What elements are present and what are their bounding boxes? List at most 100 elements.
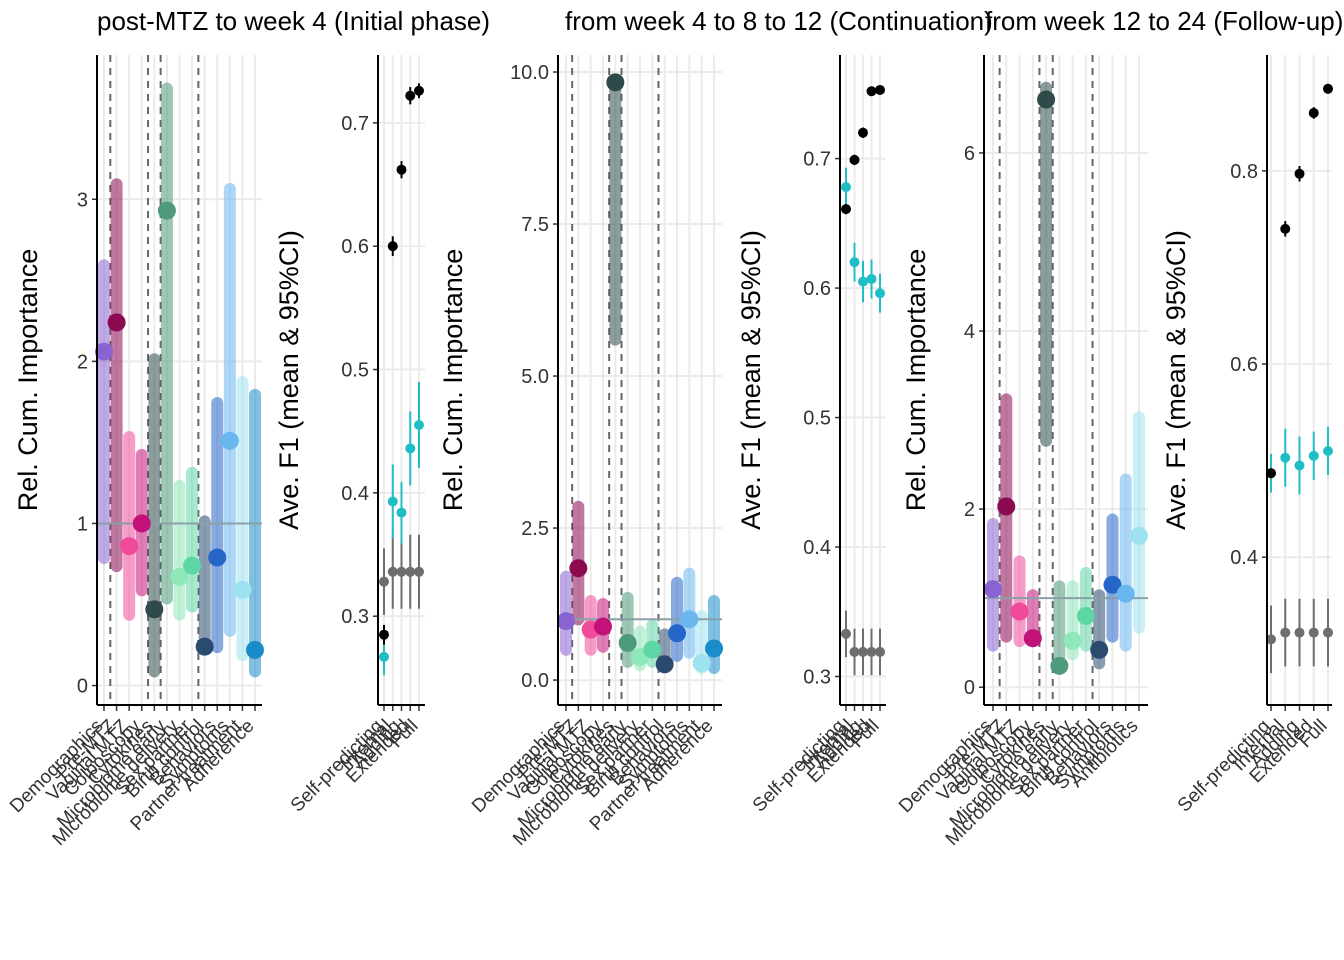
point	[208, 548, 227, 567]
point	[157, 201, 176, 220]
point	[132, 514, 151, 533]
point	[405, 566, 416, 577]
point	[594, 617, 612, 636]
point	[858, 646, 868, 657]
point	[1010, 602, 1029, 621]
point	[396, 507, 407, 518]
point	[1037, 90, 1056, 109]
y-tick-label: 0.6	[341, 236, 369, 258]
point	[569, 559, 588, 578]
point	[170, 567, 189, 586]
y-tick-label: 0.7	[803, 149, 831, 171]
point	[1280, 452, 1291, 463]
point	[841, 182, 851, 193]
point	[618, 633, 637, 652]
point	[1090, 640, 1109, 659]
y-axis-title: Ave. F1 (mean & 95%CI)	[736, 230, 766, 530]
y-axis-title: Rel. Cum. Importance	[901, 249, 931, 512]
point	[875, 288, 885, 299]
point	[379, 629, 389, 640]
y-tick-label: 0.6	[803, 278, 831, 300]
point	[405, 443, 416, 454]
point	[379, 576, 389, 587]
range-bar	[110, 178, 123, 573]
range-bar	[236, 375, 249, 662]
point	[405, 90, 416, 101]
point	[1130, 526, 1148, 545]
point	[1294, 627, 1305, 638]
point	[858, 127, 868, 138]
point	[145, 600, 164, 619]
point	[387, 566, 398, 577]
y-tick-label: 0.4	[341, 483, 369, 505]
point	[1116, 584, 1135, 603]
point	[246, 640, 264, 659]
point	[1050, 656, 1069, 675]
range-bar	[148, 353, 161, 678]
y-tick-label: 6	[964, 143, 975, 165]
range-bar	[609, 78, 622, 346]
range-bar	[223, 183, 236, 637]
range-bar	[160, 82, 173, 605]
point	[849, 257, 860, 268]
panel-title: post-MTZ to week 4 (Initial phase)	[97, 6, 490, 36]
point	[1103, 575, 1122, 594]
y-tick-label: 0.5	[803, 408, 831, 430]
y-tick-label: 2.5	[521, 518, 549, 540]
point	[866, 274, 877, 285]
point	[95, 342, 113, 361]
range-bar	[1133, 411, 1145, 634]
y-tick-label: 2	[964, 499, 975, 521]
point	[1280, 627, 1291, 638]
y-tick-label: 0.6	[1230, 354, 1258, 376]
point	[414, 566, 424, 577]
y-tick-label: 7.5	[521, 214, 549, 236]
point	[668, 624, 686, 643]
point	[705, 639, 723, 658]
point	[120, 537, 139, 556]
point	[1280, 223, 1291, 234]
range-bar	[1000, 393, 1013, 643]
point	[233, 580, 252, 599]
range-bar	[1119, 473, 1132, 652]
point	[1308, 450, 1319, 461]
point	[984, 580, 1002, 599]
point	[387, 496, 398, 507]
point	[1323, 627, 1333, 638]
point	[841, 204, 851, 215]
point	[396, 566, 407, 577]
y-tick-label: 0.4	[1230, 547, 1258, 569]
panel-title: from week 12 to 24 (Follow-up)	[985, 6, 1343, 36]
point	[1294, 168, 1305, 179]
y-axis-title: Rel. Cum. Importance	[438, 249, 468, 512]
point	[1076, 606, 1095, 625]
y-tick-label: 0.4	[803, 537, 831, 559]
point	[183, 556, 202, 575]
point	[997, 497, 1016, 516]
point	[1323, 83, 1333, 94]
point	[1266, 468, 1276, 479]
point	[1308, 627, 1319, 638]
point	[557, 612, 575, 631]
y-axis-title: Ave. F1 (mean & 95%CI)	[1161, 230, 1191, 530]
range-bar	[198, 515, 211, 654]
point	[849, 646, 860, 657]
point	[858, 276, 868, 287]
point	[414, 85, 424, 96]
y-tick-label: 0.3	[341, 606, 369, 628]
y-tick-label: 2	[77, 351, 88, 373]
point	[643, 640, 662, 659]
point	[107, 313, 126, 332]
y-tick-label: 4	[964, 321, 975, 343]
y-tick-label: 0.7	[341, 113, 369, 135]
range-bar	[1013, 555, 1026, 648]
range-bar	[1040, 81, 1053, 447]
range-bar	[186, 466, 199, 613]
point	[396, 164, 407, 175]
point	[414, 420, 424, 431]
point	[841, 628, 851, 639]
y-tick-label: 10.0	[510, 62, 549, 84]
range-bar	[1053, 580, 1066, 674]
point	[1023, 629, 1042, 648]
